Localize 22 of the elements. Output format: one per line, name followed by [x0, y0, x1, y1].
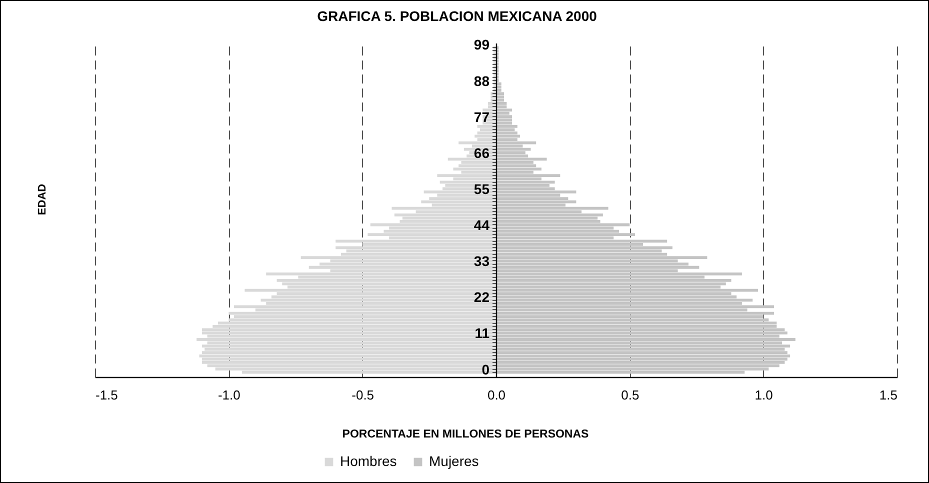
- x-axis-title: PORCENTAJE EN MILLONES DE PERSONAS: [342, 428, 590, 440]
- chart-title: GRAFICA 5. POBLACION MEXICANA 2000: [317, 8, 598, 24]
- y-tick-label: 22: [474, 289, 490, 306]
- y-axis-title: EDAD: [36, 184, 48, 216]
- y-tick-label: 77: [474, 108, 490, 125]
- y-tick-label: 0: [482, 361, 490, 378]
- y-tick-label: 66: [474, 144, 490, 161]
- y-tick-label: 88: [474, 72, 490, 89]
- x-tick-label: 1.0: [754, 388, 773, 402]
- x-tick-label: 1.5: [879, 388, 898, 402]
- y-tick-label: 33: [474, 253, 490, 270]
- x-tick-label: 0.0: [487, 388, 506, 402]
- y-tick-label: 55: [474, 180, 490, 197]
- x-tick-label: 0.5: [621, 388, 640, 402]
- x-tick-label: -1.5: [96, 388, 118, 402]
- y-tick-label: 11: [474, 325, 490, 342]
- legend-label: Hombres: [340, 453, 397, 469]
- x-tick-label: -1.0: [218, 388, 240, 402]
- x-tick-label: -0.5: [352, 388, 374, 402]
- y-tick-label: 44: [474, 217, 490, 234]
- y-tick-label: 99: [474, 36, 490, 53]
- legend-label: Mujeres: [429, 453, 479, 469]
